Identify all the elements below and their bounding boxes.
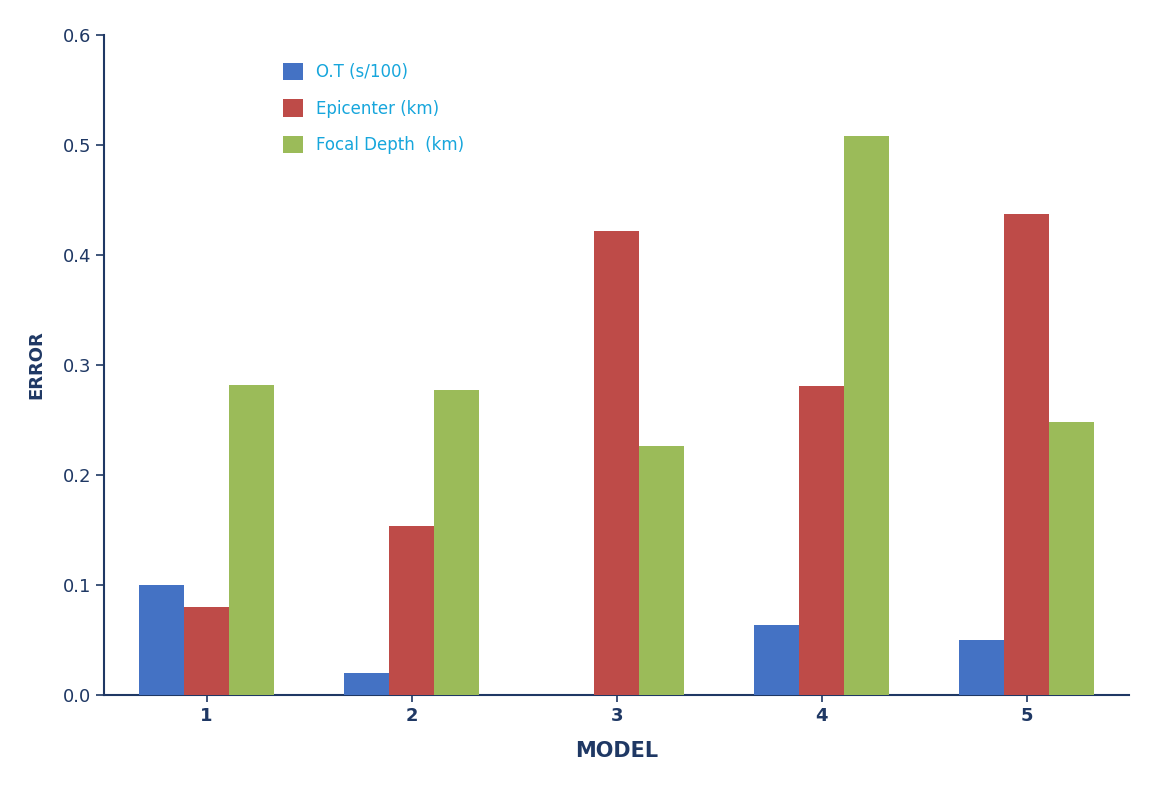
Bar	[595, 230, 639, 695]
Bar	[229, 384, 274, 695]
X-axis label: MODEL: MODEL	[575, 741, 658, 761]
Bar	[389, 526, 434, 695]
Legend: O.T (s/100), Epicenter (km), Focal Depth  (km): O.T (s/100), Epicenter (km), Focal Depth…	[277, 56, 471, 161]
Bar	[1049, 422, 1095, 695]
Bar	[434, 390, 479, 695]
Bar	[1004, 214, 1049, 695]
Bar	[754, 626, 799, 695]
Bar	[184, 607, 229, 695]
Bar	[959, 640, 1004, 695]
Bar	[344, 673, 389, 695]
Bar	[639, 446, 684, 695]
Y-axis label: ERROR: ERROR	[28, 331, 46, 399]
Bar	[799, 386, 845, 695]
Bar	[845, 136, 890, 695]
Bar	[139, 585, 184, 695]
